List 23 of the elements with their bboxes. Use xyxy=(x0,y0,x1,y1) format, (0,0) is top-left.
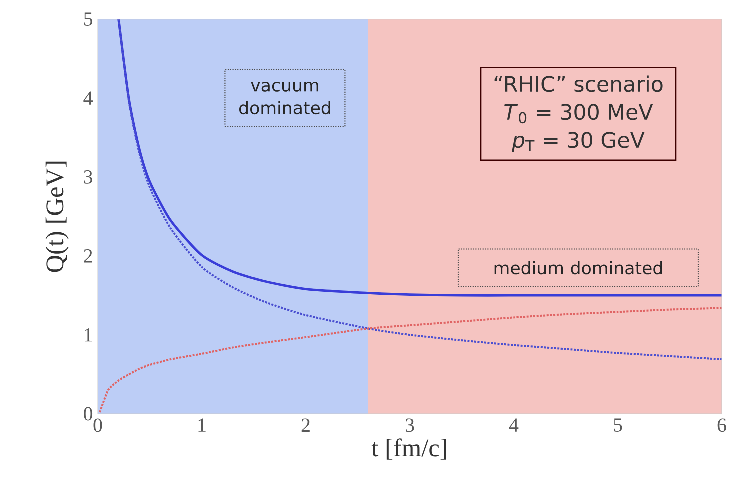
y-axis-title: Q(t) [GeV] xyxy=(46,162,69,272)
line-series xyxy=(118,19,722,297)
annotation: “RHIC” scenario xyxy=(494,76,663,92)
x-tick-label: 1 xyxy=(198,418,206,432)
line-series xyxy=(99,307,722,414)
y-tick-label: 1 xyxy=(85,328,92,342)
x-tick-label: 4 xyxy=(509,418,519,432)
annotation: p$_{T}$ = 30 GeV xyxy=(512,132,645,152)
y-tick-label: 5 xyxy=(84,12,93,26)
y-tick-label: 3 xyxy=(84,170,93,184)
x-tick-label: 0 xyxy=(94,418,102,432)
x-tick-label: 6 xyxy=(718,418,726,432)
x-tick-label: 5 xyxy=(614,418,622,432)
line-series xyxy=(118,19,722,361)
y-tick-label: 2 xyxy=(84,250,92,263)
annotation: T$_{0}$ = 300 MeV xyxy=(504,104,654,124)
band-label: vacuum dominated xyxy=(240,82,330,115)
x-tick-label: 3 xyxy=(406,418,414,432)
x-axis-title: t [fm/c] xyxy=(372,438,446,460)
y-tick-label: 0 xyxy=(84,407,93,421)
band-label: medium dominated xyxy=(494,261,662,275)
y-tick-label: 4 xyxy=(84,92,93,105)
x-tick-label: 2 xyxy=(302,418,310,432)
